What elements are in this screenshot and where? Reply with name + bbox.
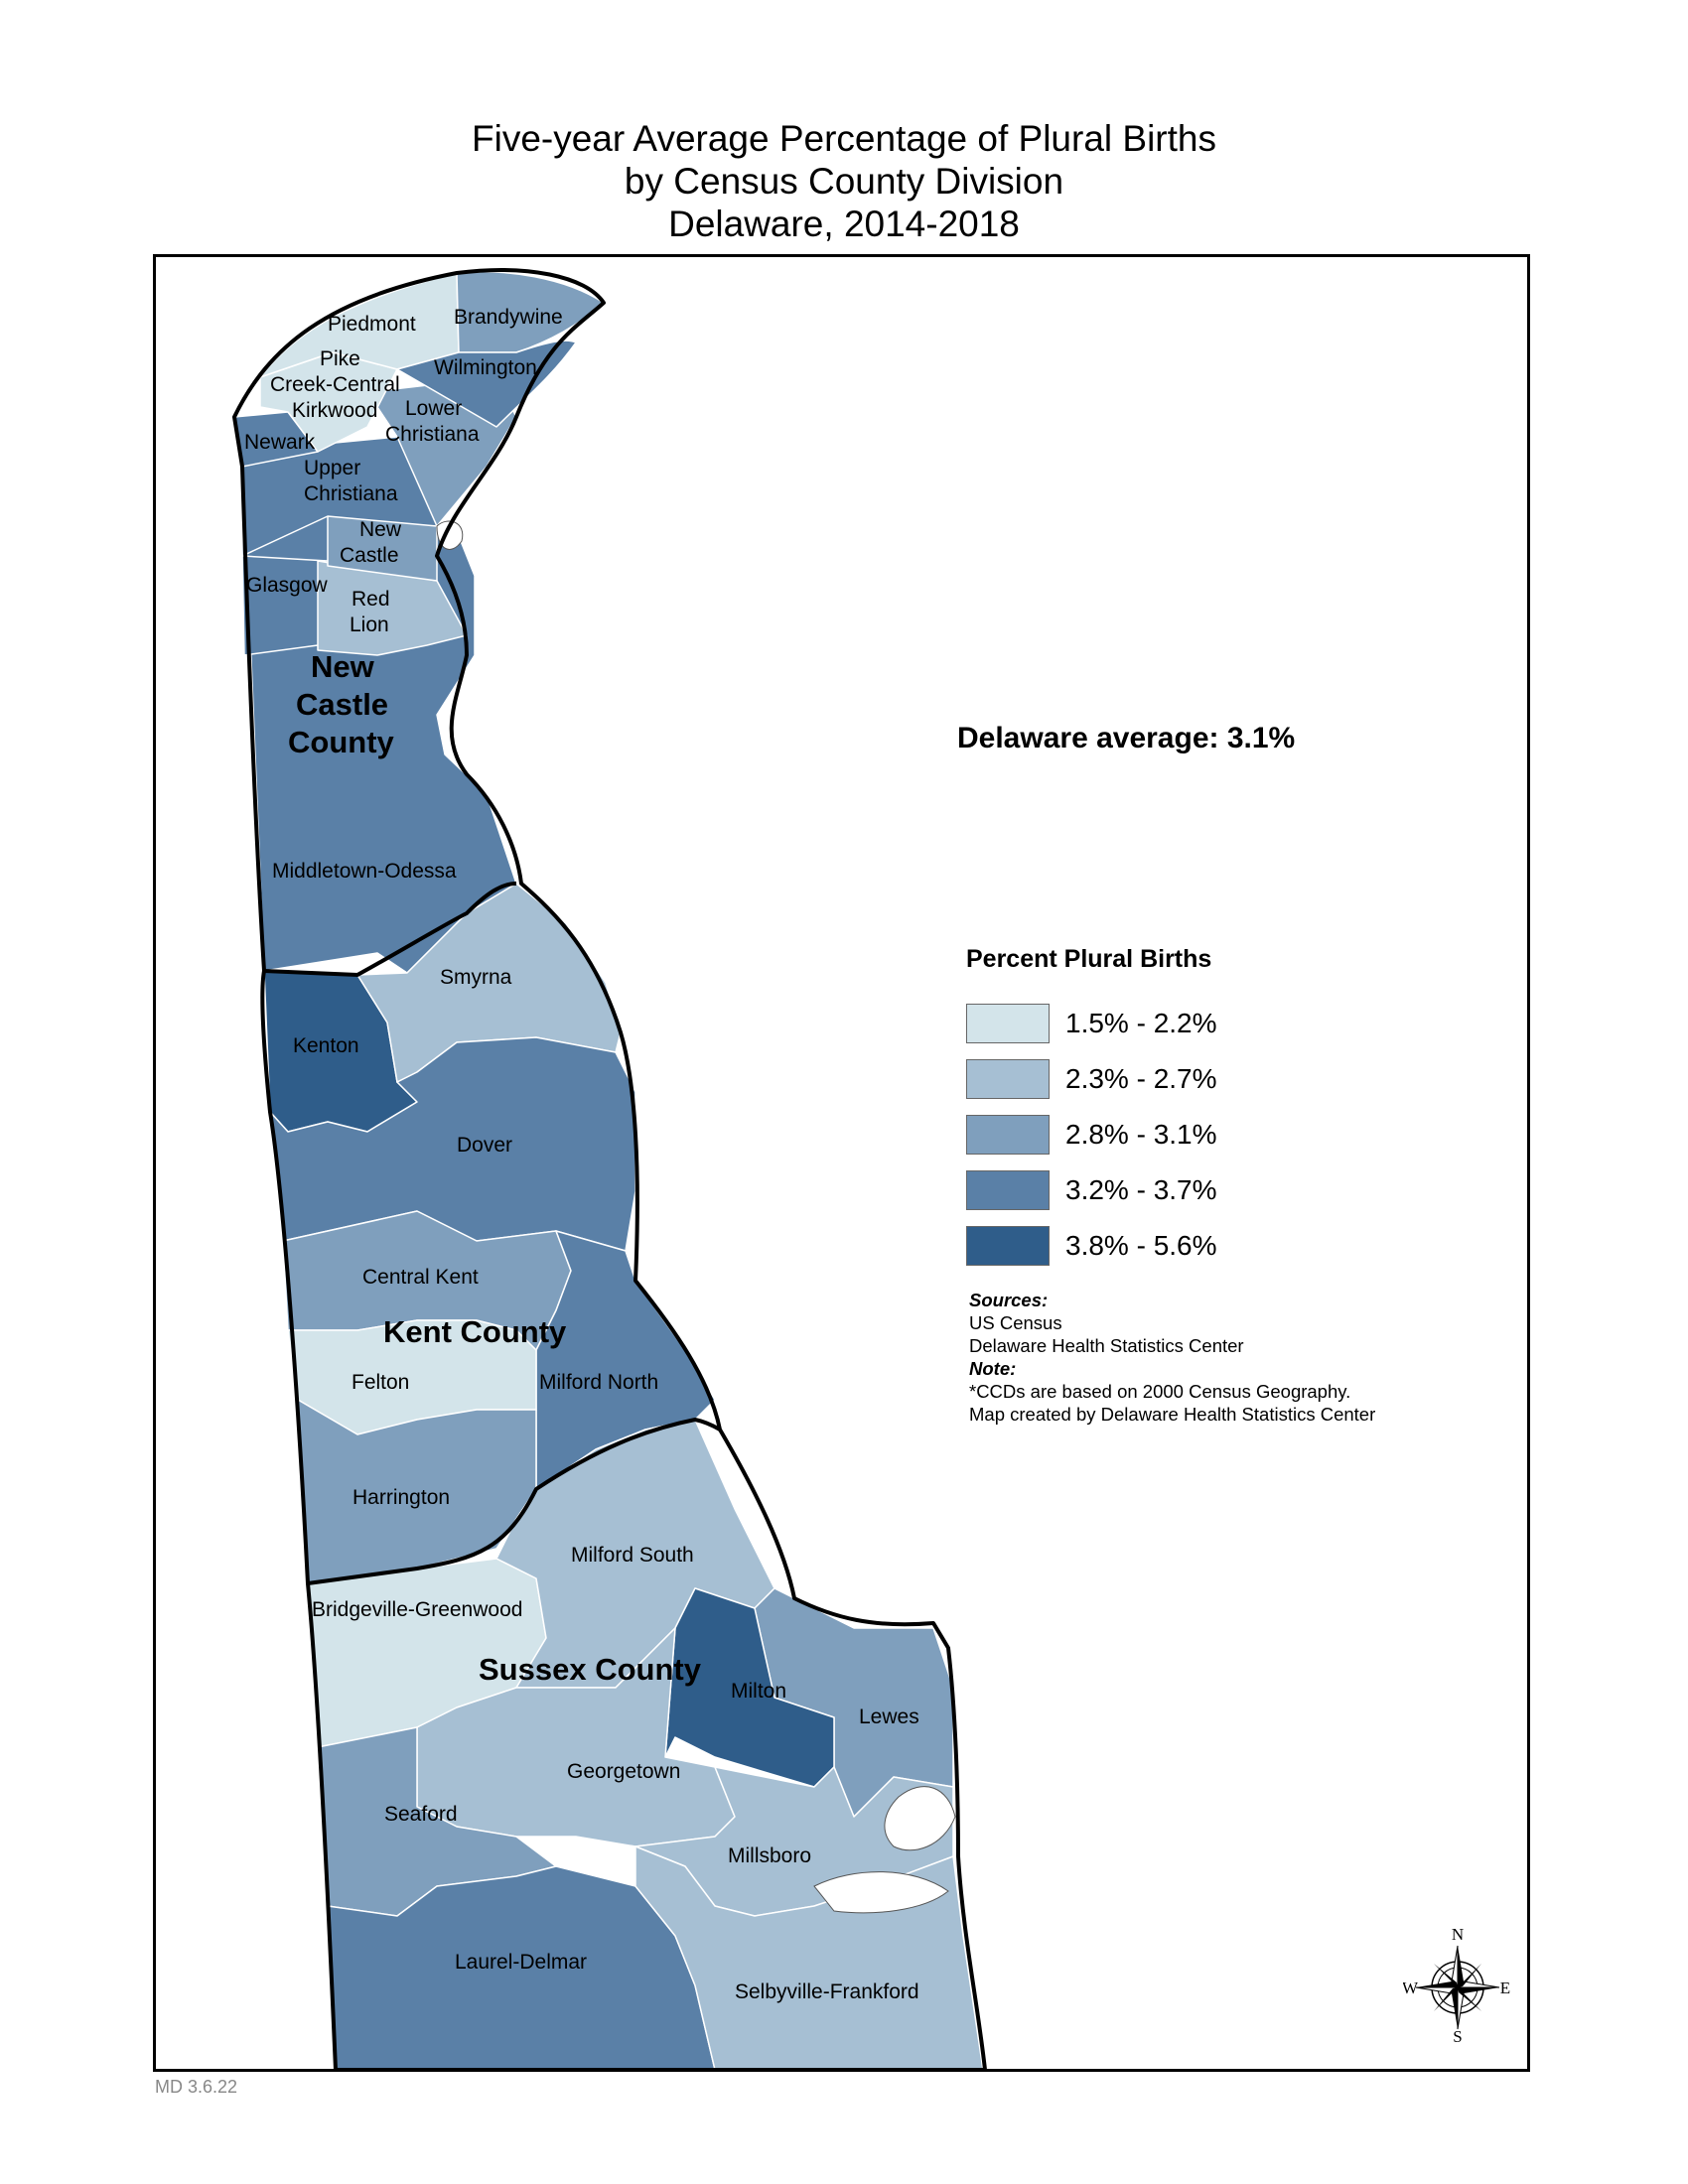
label-seaford: Seaford	[384, 1803, 458, 1826]
label-lower: Lower	[405, 397, 462, 420]
label-upper: Upper	[304, 457, 360, 479]
legend-label: 2.8% - 3.1%	[1065, 1119, 1217, 1150]
ccd-wilmington	[396, 340, 577, 428]
legend-row: 1.5% - 2.2%	[966, 996, 1217, 1051]
legend-row: 2.8% - 3.1%	[966, 1107, 1217, 1162]
map-id-stamp: MD 3.6.22	[155, 2077, 238, 2097]
legend: Percent Plural Births 1.5% - 2.2% 2.3% -…	[966, 945, 1217, 1274]
legend-swatch	[966, 1115, 1050, 1155]
label-christiana-lower: Christiana	[385, 423, 480, 446]
label-laurel-delmar: Laurel-Delmar	[455, 1951, 587, 1974]
note-line: Map created by Delaware Health Statistic…	[969, 1404, 1376, 1425]
label-bridgeville-greenwood: Bridgeville-Greenwood	[312, 1598, 522, 1621]
label-dover: Dover	[457, 1134, 512, 1157]
title-line-1: Five-year Average Percentage of Plural B…	[472, 118, 1216, 159]
label-millsboro: Millsboro	[728, 1844, 811, 1867]
label-new: New	[359, 518, 402, 541]
compass-n: N	[1452, 1926, 1464, 1944]
label-felton: Felton	[352, 1371, 409, 1394]
state-average: Delaware average: 3.1%	[957, 722, 1296, 754]
label-county-county: County	[288, 725, 395, 759]
label-central-kent: Central Kent	[362, 1266, 479, 1289]
note-line: *CCDs are based on 2000 Census Geography…	[969, 1381, 1351, 1402]
title-line-2: by Census County Division	[624, 161, 1064, 202]
label-newark: Newark	[244, 431, 316, 454]
label-county-castle: Castle	[296, 687, 388, 722]
label-christiana-upper: Christiana	[304, 482, 398, 505]
label-smyrna: Smyrna	[440, 966, 512, 989]
label-lion: Lion	[350, 614, 389, 636]
title-line-3: Delaware, 2014-2018	[668, 204, 1020, 244]
label-middletown-odessa: Middletown-Odessa	[272, 860, 457, 883]
county-line-new-castle-kent	[263, 882, 517, 977]
compass-w: W	[1403, 1979, 1419, 1997]
sources-notes: Sources: US Census Delaware Health Stati…	[969, 1289, 1375, 1426]
label-wilmington: Wilmington	[434, 356, 537, 379]
legend-swatch	[966, 1004, 1050, 1043]
legend-label: 3.2% - 3.7%	[1065, 1174, 1217, 1205]
source-line: US Census	[969, 1312, 1062, 1333]
label-selbyville-frankford: Selbyville-Frankford	[735, 1980, 919, 2003]
legend-row: 3.8% - 5.6%	[966, 1218, 1217, 1274]
label-county-sussex: Sussex County	[479, 1652, 702, 1687]
label-milford-north: Milford North	[539, 1371, 658, 1394]
legend-label: 1.5% - 2.2%	[1065, 1008, 1217, 1038]
legend-label: 3.8% - 5.6%	[1065, 1230, 1217, 1261]
water-inlet-lewes	[884, 1786, 956, 1851]
label-brandywine: Brandywine	[454, 306, 563, 329]
label-lewes: Lewes	[859, 1706, 919, 1728]
label-harrington: Harrington	[352, 1486, 450, 1509]
label-county-kent: Kent County	[383, 1314, 567, 1349]
label-georgetown: Georgetown	[567, 1760, 680, 1783]
state-outline	[232, 268, 987, 2072]
source-line: Delaware Health Statistics Center	[969, 1335, 1244, 1356]
sources-heading: Sources:	[969, 1290, 1049, 1310]
label-pike: Pike	[320, 347, 360, 370]
legend-swatch	[966, 1170, 1050, 1210]
compass-rose-icon: N S E W	[1403, 1926, 1510, 2045]
map-title: Five-year Average Percentage of Plural B…	[0, 117, 1688, 245]
label-castle: Castle	[340, 544, 399, 567]
compass-s: S	[1453, 2027, 1462, 2045]
label-piedmont: Piedmont	[328, 313, 416, 336]
label-milford-south: Milford South	[571, 1544, 694, 1567]
label-kenton: Kenton	[293, 1034, 359, 1057]
water-indian-river-bay	[813, 1871, 949, 1914]
compass-e: E	[1500, 1979, 1510, 1997]
label-red: Red	[352, 588, 390, 611]
legend-row: 2.3% - 2.7%	[966, 1051, 1217, 1107]
legend-title: Percent Plural Births	[966, 945, 1212, 973]
county-line-kent-sussex	[307, 1418, 721, 1585]
legend-label: 2.3% - 2.7%	[1065, 1063, 1217, 1094]
legend-swatch	[966, 1059, 1050, 1099]
note-heading: Note:	[969, 1358, 1017, 1379]
label-kirkwood: Kirkwood	[292, 399, 377, 422]
label-glasgow: Glasgow	[246, 574, 329, 597]
legend-row: 3.2% - 3.7%	[966, 1162, 1217, 1218]
label-milton: Milton	[731, 1680, 786, 1703]
label-county-new: New	[311, 649, 375, 684]
label-creek-central: Creek-Central	[270, 373, 400, 396]
legend-swatch	[966, 1226, 1050, 1266]
